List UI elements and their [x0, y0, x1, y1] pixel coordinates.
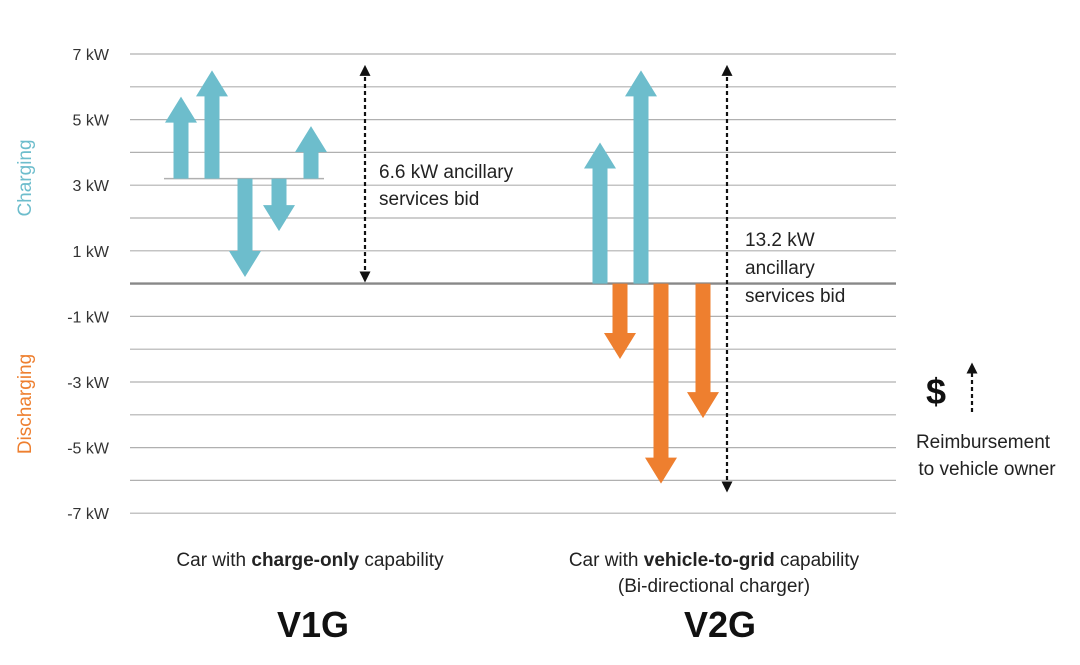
y-tick-label: 7 kW — [73, 47, 110, 64]
v2g-caption: Car with vehicle-to-grid capability — [569, 550, 860, 571]
reimbursement-legend: $ Reimbursement to vehicle owner — [916, 362, 1056, 480]
y-tick-label: -1 kW — [67, 309, 110, 326]
v1g-bid-label-line2: services bid — [379, 189, 479, 210]
discharging-arrow — [604, 283, 636, 360]
charging-arrow — [165, 96, 197, 179]
v2g-bid-label-line1: 13.2 kW — [745, 230, 815, 251]
v2g-caption-line2: (Bi-directional charger) — [618, 576, 810, 597]
charging-reduce-arrow — [263, 178, 295, 232]
discharging-arrow — [687, 283, 719, 419]
charging-arrow — [584, 142, 616, 284]
discharging-arrow — [645, 283, 677, 484]
y-axis-tick-labels: 7 kW 5 kW 3 kW 1 kW -1 kW -3 kW -5 kW -7 kW — [67, 47, 110, 523]
y-tick-label: 1 kW — [73, 244, 110, 261]
charging-label: Charging — [15, 139, 36, 216]
gridlines — [130, 53, 896, 514]
v2g-bid-label-line2: ancillary — [745, 258, 815, 279]
v2g-bid-label-line3: services bid — [745, 286, 845, 307]
y-tick-label: 5 kW — [73, 113, 110, 130]
y-tick-label: -5 kW — [67, 441, 110, 458]
legend-line1: Reimbursement — [916, 432, 1051, 453]
ancillary-bid-arrows — [359, 64, 733, 493]
discharging-label: Discharging — [15, 354, 36, 454]
charging-arrow — [295, 126, 327, 179]
v1g-caption: Car with charge-only capability — [176, 550, 444, 571]
charging-arrow — [196, 70, 228, 179]
legend-line2: to vehicle owner — [918, 459, 1056, 480]
v2g-title: V2G — [684, 604, 756, 645]
v1g-power-arrows — [164, 70, 327, 278]
y-tick-label: -7 kW — [67, 506, 110, 523]
y-tick-label: -3 kW — [67, 375, 110, 392]
charging-arrow — [625, 70, 657, 284]
charging-reduce-arrow — [229, 178, 261, 278]
dollar-icon: $ — [926, 371, 946, 412]
v2g-power-arrows — [584, 70, 719, 484]
y-tick-label: 3 kW — [73, 178, 110, 195]
v1g-bid-label-line1: 6.6 kW ancillary — [379, 162, 514, 183]
v1g-title: V1G — [277, 604, 349, 645]
